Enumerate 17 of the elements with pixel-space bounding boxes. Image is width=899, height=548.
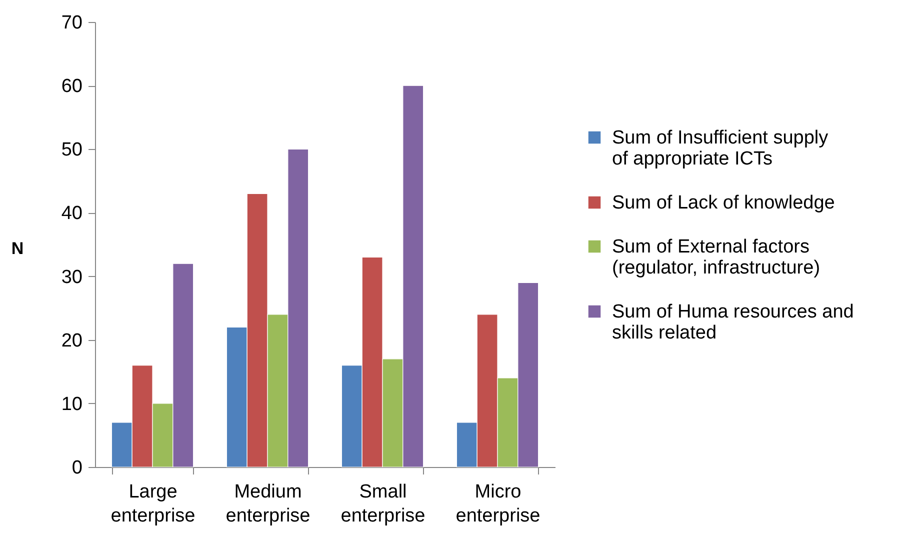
y-tick-label: 20 bbox=[61, 330, 82, 352]
x-tick-label: Large enterprise bbox=[110, 482, 196, 526]
y-tick-label: 60 bbox=[61, 76, 82, 98]
y-tick-label: 50 bbox=[61, 140, 82, 161]
legend-label: Sum of Lack of knowledge bbox=[612, 192, 835, 214]
x-tick-label: Micro enterprise bbox=[456, 482, 540, 526]
y-tick-label: 30 bbox=[61, 266, 82, 288]
y-tick-label: 10 bbox=[61, 394, 82, 415]
y-tick-label: 70 bbox=[61, 12, 82, 34]
y-tick-label: 0 bbox=[72, 458, 82, 478]
legend-label: Sum of Huma resources and skills related bbox=[612, 302, 854, 344]
legend-label: Sum of External factors (regulator, infrastructure) bbox=[612, 236, 820, 278]
legend-label: Sum of Insufficient supply of appropriate ICTs bbox=[612, 128, 829, 170]
y-tick-label: 40 bbox=[61, 203, 82, 224]
y-axis-title: N bbox=[11, 239, 24, 258]
x-tick-label: Small enterprise bbox=[340, 482, 426, 526]
x-tick-label: Medium enterprise bbox=[226, 482, 310, 526]
